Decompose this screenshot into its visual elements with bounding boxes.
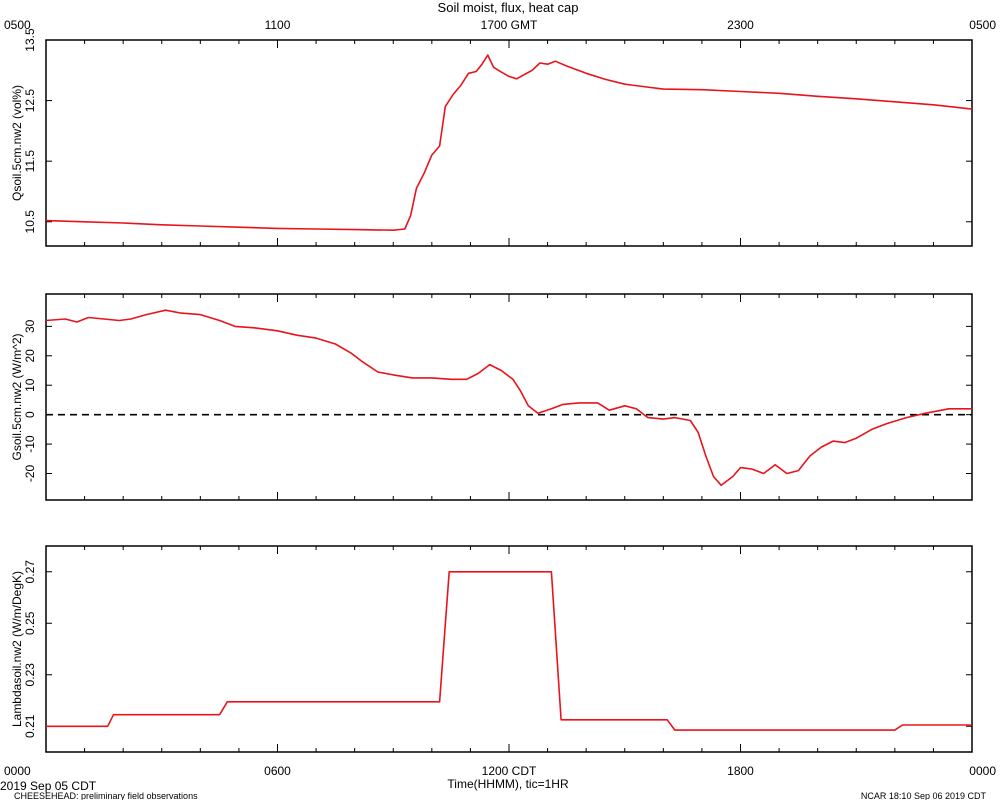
plot-frame xyxy=(45,39,973,247)
y-tick-label: -20 xyxy=(23,465,37,483)
y-tick-label: 11.5 xyxy=(23,150,37,173)
y-axis-title: Qsoil.5cm.nw2 (vol%) xyxy=(10,85,24,201)
y-tick-label: 0.27 xyxy=(23,560,37,584)
footer-date: 2019 Sep 05 CDT xyxy=(0,779,97,793)
series-line-2 xyxy=(45,309,972,487)
top-axis-tick-label: 2300 xyxy=(727,18,754,32)
y-axis-title: Gsoil.5cm.nw2 (W/m^2) xyxy=(10,334,24,461)
y-tick-label: 0.23 xyxy=(23,663,37,687)
x-tick-label: 1800 xyxy=(727,764,754,778)
top-axis-tick-label: 1100 xyxy=(265,18,291,32)
y-axis-title: Lambdasoil.nw2 (W/m/DegK) xyxy=(10,571,24,727)
x-tick-label: 0000 xyxy=(4,764,31,778)
y-tick-label: 30 xyxy=(23,319,37,333)
top-axis-tick-label: 0500 xyxy=(969,18,996,32)
top-axis-tick-label: 1700 GMT xyxy=(481,18,538,32)
series-line-1 xyxy=(45,54,973,231)
y-tick-label: 0.25 xyxy=(23,611,37,635)
figure-title: Soil moist, flux, heat cap xyxy=(438,0,579,15)
y-tick-label: 10.5 xyxy=(23,210,37,234)
y-tick-label: -10 xyxy=(23,435,37,453)
x-tick-label: 1200 CDT xyxy=(482,764,537,778)
x-axis-title: Time(HHMM), tic=1HR xyxy=(447,777,569,791)
top-axis-tick-label: 0500 xyxy=(4,18,31,32)
series-line-3 xyxy=(46,571,972,731)
y-tick-label: 12.5 xyxy=(23,89,37,113)
y-tick-label: 20 xyxy=(23,349,37,363)
y-tick-label: 13.5 xyxy=(23,28,37,52)
plot-frame xyxy=(45,545,973,753)
y-tick-label: 0.21 xyxy=(23,714,37,738)
footer-timestamp: NCAR 18:10 Sep 06 2019 CDT xyxy=(861,791,987,800)
panel-1: 10.5 11.5 12.5 13.5 Qsoil.5cm.nw2 (vol%) 0500… xyxy=(4,18,996,247)
plot-frame xyxy=(45,293,973,501)
x-tick-label: 0000 xyxy=(969,764,996,778)
y-tick-label: 10 xyxy=(23,378,37,392)
y-tick-label: 0 xyxy=(23,411,37,418)
x-tick-label: 0600 xyxy=(264,764,291,778)
footer-project: CHEESEHEAD: preliminary field observatio… xyxy=(14,791,198,800)
